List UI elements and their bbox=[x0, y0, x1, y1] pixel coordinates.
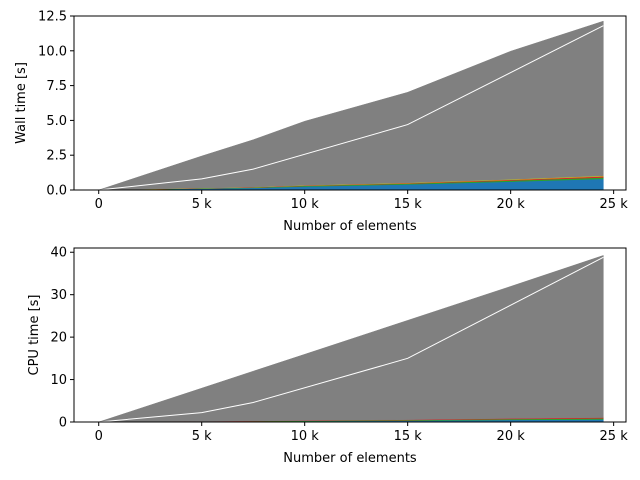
x-tick-label: 25 k bbox=[600, 197, 629, 212]
y-tick-label: 2.5 bbox=[46, 149, 67, 164]
total-time-line bbox=[98, 256, 604, 423]
y-tick-label: 30 bbox=[50, 288, 67, 303]
x-tick-label: 15 k bbox=[394, 429, 423, 444]
cpu-time-total-line bbox=[98, 256, 604, 423]
x-tick-label: 10 k bbox=[291, 429, 320, 444]
x-tick-label: 5 k bbox=[192, 429, 212, 444]
y-tick-label: 0 bbox=[59, 416, 67, 431]
wall-time-x-ticks: 0 5 k 10 k 15 k 20 k 25 k bbox=[95, 190, 629, 212]
y-tick-label: 0.0 bbox=[46, 184, 67, 199]
cpu-time-y-ticks: 0 10 20 30 40 bbox=[50, 246, 74, 431]
total-time-line bbox=[98, 25, 604, 191]
x-tick-label: 5 k bbox=[192, 197, 212, 212]
x-tick-label: 10 k bbox=[291, 197, 320, 212]
y-tick-label: 12.5 bbox=[38, 10, 67, 25]
x-tick-label: 15 k bbox=[394, 197, 423, 212]
stacked-area-4 bbox=[98, 20, 604, 191]
cpu-time-axes-frame bbox=[73, 247, 627, 423]
y-tick-label: 7.5 bbox=[46, 79, 67, 94]
cpu-time-x-axis-label: Number of elements bbox=[283, 451, 417, 466]
y-tick-label: 20 bbox=[50, 331, 67, 346]
cpu-time-stacked-areas bbox=[98, 255, 604, 423]
x-tick-label: 25 k bbox=[600, 429, 629, 444]
wall-time-x-axis-label: Number of elements bbox=[283, 219, 417, 234]
cpu-time-subplot: 0 5 k 10 k 15 k 20 k 25 k 0 10 20 30 40 Number of… bbox=[27, 246, 628, 466]
wall-time-axes-frame bbox=[73, 15, 627, 191]
y-tick-label: 10 bbox=[50, 373, 67, 388]
stacked-area-3 bbox=[98, 255, 604, 423]
x-tick-label: 0 bbox=[95, 197, 103, 212]
y-tick-label: 5.0 bbox=[46, 114, 67, 129]
x-tick-label: 20 k bbox=[497, 429, 526, 444]
wall-time-subplot: 0 5 k 10 k 15 k 20 k 25 k 0.0 2.5 5.0 7.5 10.0 12.… bbox=[14, 10, 628, 235]
wall-time-total-line bbox=[98, 25, 604, 191]
x-tick-label: 0 bbox=[95, 429, 103, 444]
x-tick-label: 20 k bbox=[497, 197, 526, 212]
wall-time-y-ticks: 0.0 2.5 5.0 7.5 10.0 12.5 bbox=[38, 10, 74, 199]
y-tick-label: 10.0 bbox=[38, 44, 67, 59]
y-tick-label: 40 bbox=[50, 246, 67, 261]
cpu-time-x-ticks: 0 5 k 10 k 15 k 20 k 25 k bbox=[95, 422, 629, 444]
wall-time-y-axis-label: Wall time [s] bbox=[14, 62, 29, 144]
cpu-time-y-axis-label: CPU time [s] bbox=[27, 295, 42, 376]
